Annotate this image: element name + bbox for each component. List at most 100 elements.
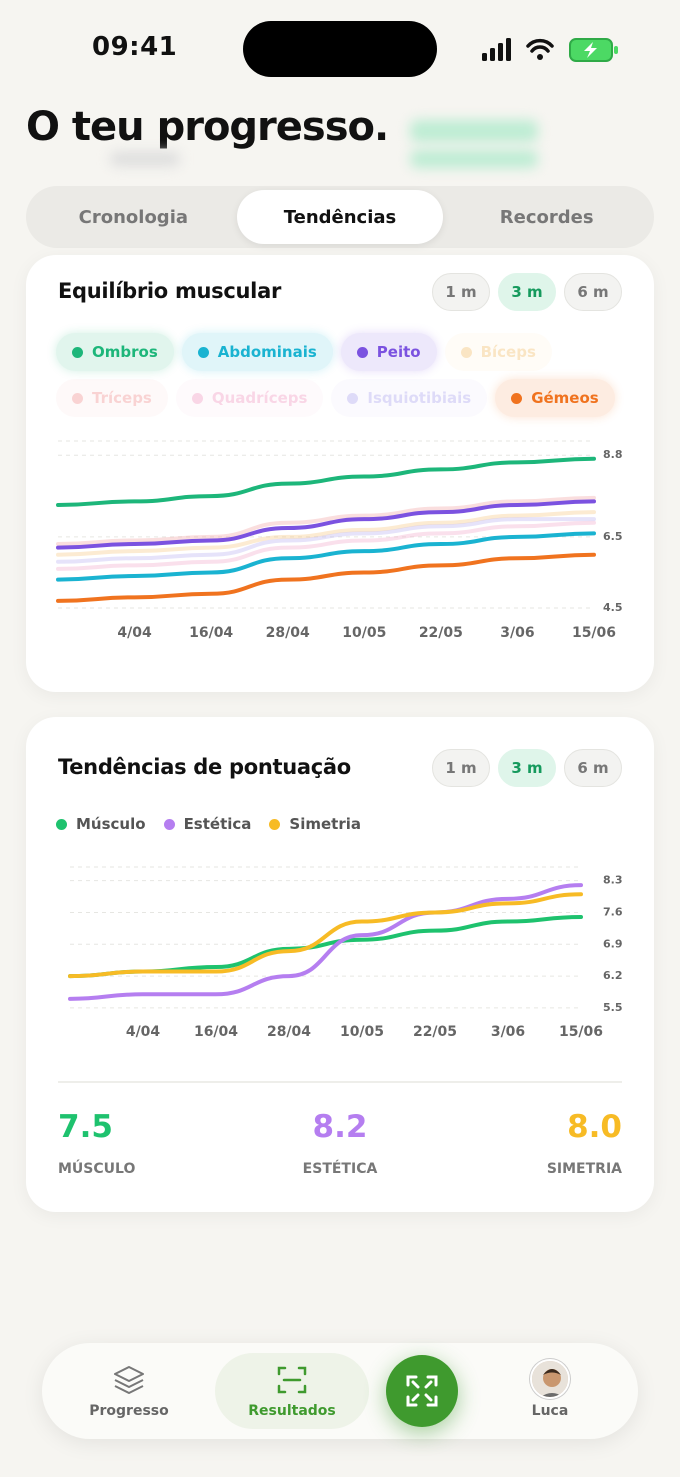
legend-label: Quadríceps	[211, 389, 308, 407]
card-title: Tendências de pontuação	[58, 755, 351, 779]
legend-dot	[347, 392, 359, 404]
card-title: Equilíbrio muscular	[58, 279, 282, 303]
scan-button[interactable]	[386, 1355, 458, 1427]
blurred-decoration	[110, 152, 180, 166]
dynamic-island	[243, 21, 437, 77]
range-pill[interactable]: 6 m	[564, 749, 622, 787]
avatar	[530, 1359, 570, 1399]
y-tick-label: 8.8	[603, 448, 623, 461]
tab[interactable]: Cronologia	[78, 206, 189, 228]
x-tick-label: 15/06	[559, 1024, 603, 1040]
legend-label: Simetria	[289, 815, 362, 833]
legend-label: Músculo	[76, 815, 146, 833]
legend-label: Abdominais	[217, 343, 317, 361]
series-line	[56, 510, 596, 557]
series-line	[68, 915, 583, 979]
series-line	[56, 531, 596, 582]
legend-label: Peito	[376, 343, 421, 361]
x-tick-label: 3/06	[491, 1024, 525, 1040]
divider	[58, 1081, 622, 1083]
range-pill[interactable]: 6 m	[564, 273, 622, 311]
legend-dot	[191, 392, 203, 404]
legend-chip[interactable]: Quadríceps	[175, 379, 324, 417]
legend-chip[interactable]: Bíceps	[444, 333, 552, 371]
x-tick-label: 22/05	[419, 625, 463, 641]
tab[interactable]: Tendências	[236, 190, 444, 244]
x-tick-label: 28/04	[267, 1024, 311, 1040]
chart: 5.5 6.2 6.9 7.6 8.3 4/04 16/04 28/04 10/05 22/05 3…	[68, 866, 623, 1040]
segmented-tabs: Cronologia Tendências Recordes	[26, 186, 654, 248]
y-tick-label: 4.5	[603, 601, 623, 614]
legend: Ombros Abdominais Peito Bíceps Tríceps Quadrí…	[56, 333, 626, 417]
legend-dot	[72, 346, 83, 358]
legend-item: Simetria	[269, 815, 361, 833]
legend-label: Tríceps	[92, 389, 152, 407]
x-tick-label: 28/04	[266, 625, 310, 641]
page-title: O teu progresso.	[26, 104, 389, 150]
summary-value: 8.2	[312, 1109, 368, 1145]
legend-dot	[72, 392, 83, 404]
nav-label[interactable]: Progresso	[89, 1403, 169, 1419]
legend-chip[interactable]: Tríceps	[56, 379, 168, 417]
legend: Músculo Estética Simetria	[56, 815, 361, 833]
summary-label: SIMETRIA	[546, 1161, 622, 1177]
series-line	[68, 883, 583, 1001]
legend-item: Músculo	[56, 815, 146, 833]
range-pill[interactable]: 1 m	[432, 749, 490, 787]
series-line	[68, 892, 583, 979]
legend-dot	[56, 818, 67, 830]
x-tick-label: 15/06	[572, 625, 616, 641]
chart: 4.5 6.5 8.8 4/04 16/04 28/04 10/05 22/05 3/06 15/…	[56, 440, 623, 641]
legend-item: Estética	[163, 815, 252, 833]
x-tick-label: 4/04	[126, 1024, 161, 1040]
legend-chip[interactable]: Gémeos	[495, 379, 615, 417]
nav-active-bg	[215, 1353, 369, 1429]
summary-label: ESTÉTICA	[302, 1161, 378, 1177]
series-line	[56, 495, 596, 547]
series-line	[56, 520, 596, 571]
legend-dot	[163, 818, 175, 830]
x-tick-label: 22/05	[413, 1024, 457, 1040]
legend-dot	[269, 818, 281, 830]
series-line	[56, 499, 596, 550]
nav-icon	[114, 1366, 144, 1394]
nav-label[interactable]: Luca	[531, 1403, 569, 1419]
legend-dot	[356, 346, 368, 358]
legend-dot	[460, 346, 472, 358]
summary-value: 8.0	[567, 1109, 622, 1145]
blurred-decoration	[410, 150, 538, 168]
legend-chip[interactable]: Isquiotibiais	[331, 379, 488, 417]
legend-chip[interactable]: Ombros	[56, 333, 174, 371]
y-tick-label: 6.2	[603, 969, 623, 982]
nav-icon	[277, 1366, 307, 1394]
range-pill[interactable]: 3 m	[498, 273, 556, 311]
range-pill[interactable]: 3 m	[498, 749, 556, 787]
x-tick-label: 3/06	[500, 625, 534, 641]
x-tick-label: 16/04	[194, 1024, 238, 1040]
nav-label[interactable]: Resultados	[248, 1403, 336, 1419]
range-pill[interactable]: 1 m	[432, 273, 490, 311]
x-tick-label: 4/04	[117, 625, 152, 641]
series-line	[56, 517, 596, 564]
x-tick-label: 10/05	[340, 1024, 384, 1040]
legend-label: Estética	[183, 815, 252, 833]
scan-icon	[406, 1375, 438, 1407]
y-tick-label: 6.9	[603, 937, 623, 950]
tab[interactable]: Recordes	[499, 206, 594, 228]
y-tick-label: 7.6	[603, 905, 623, 918]
legend-label: Gémeos	[531, 389, 599, 407]
blurred-decoration	[410, 120, 538, 142]
series-line	[56, 552, 596, 603]
legend-chip[interactable]: Peito	[340, 333, 437, 371]
legend-label: Ombros	[92, 343, 158, 361]
legend-label: Isquiotibiais	[367, 389, 472, 407]
y-tick-label: 5.5	[603, 1001, 623, 1014]
status-time: 09:41	[92, 32, 178, 62]
legend-chip[interactable]: Abdominais	[181, 333, 333, 371]
x-tick-label: 16/04	[189, 625, 233, 641]
bottom-nav: Progresso Resultados Luca	[42, 1343, 638, 1439]
